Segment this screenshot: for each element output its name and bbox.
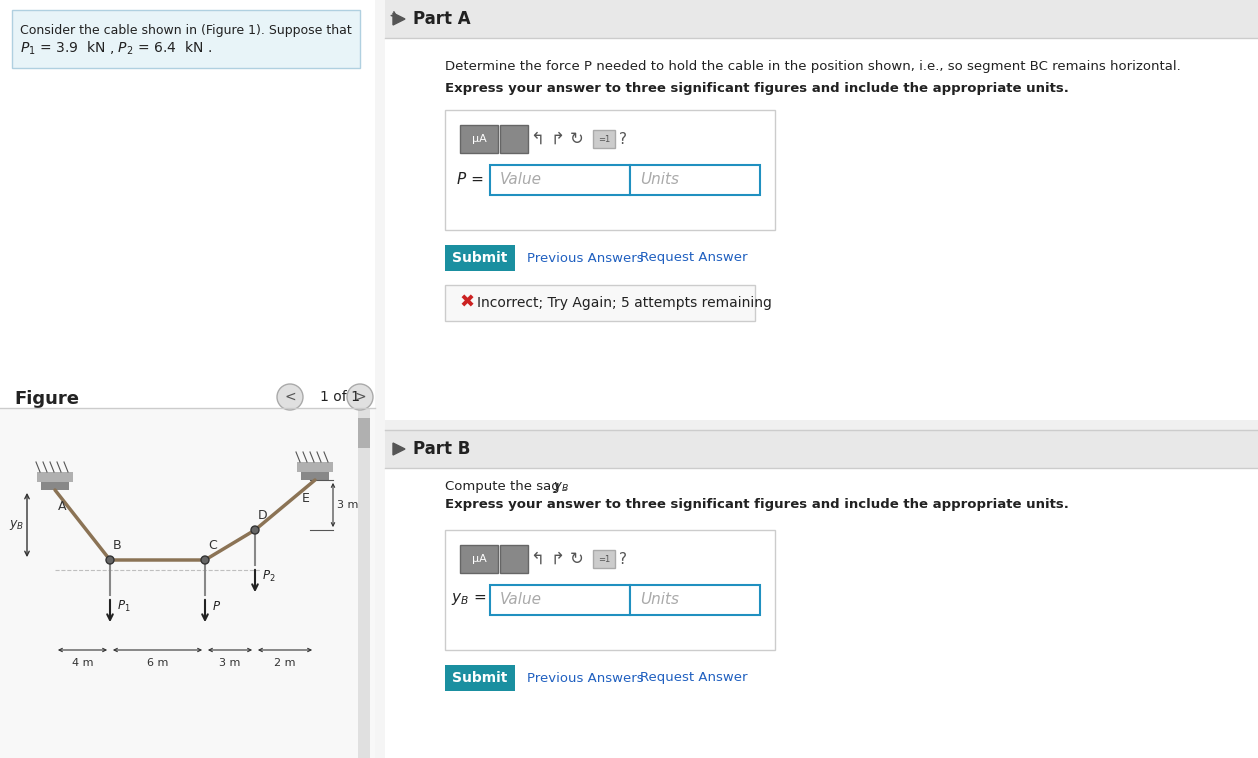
Bar (445, 665, 515, 691)
Bar (445, 530, 775, 650)
Text: Units: Units (640, 173, 679, 187)
Text: Value: Value (499, 593, 542, 607)
Text: ↻: ↻ (570, 550, 584, 568)
Text: =1: =1 (598, 134, 610, 143)
Text: A: A (58, 500, 67, 513)
Bar (42, 482, 69, 490)
Text: Previous Answers: Previous Answers (527, 672, 644, 684)
Bar (630, 585, 760, 615)
Text: =1: =1 (598, 555, 610, 563)
Text: E: E (302, 492, 309, 505)
Text: .: . (564, 480, 567, 493)
Text: >: > (355, 390, 366, 404)
Text: Submit: Submit (453, 671, 508, 685)
Text: ?: ? (619, 131, 626, 146)
Text: P =: P = (457, 171, 484, 186)
Text: Compute the sag: Compute the sag (445, 480, 564, 493)
Text: Request Answer: Request Answer (640, 252, 747, 265)
Polygon shape (392, 13, 405, 25)
Bar (297, 462, 333, 472)
Text: $P$: $P$ (213, 600, 221, 613)
Bar (630, 165, 760, 195)
Bar (445, 110, 775, 230)
Bar (385, 0, 1258, 758)
Text: C: C (208, 539, 216, 552)
Text: Express your answer to three significant figures and include the appropriate uni: Express your answer to three significant… (445, 82, 1069, 95)
Text: Determine the force P needed to hold the cable in the position shown, i.e., so s: Determine the force P needed to hold the… (445, 60, 1181, 73)
Text: 3 m: 3 m (337, 500, 359, 510)
Bar (499, 545, 528, 573)
Text: Request Answer: Request Answer (640, 672, 747, 684)
Text: $P_1$ = 3.9  kN , $P_2$ = 6.4  kN .: $P_1$ = 3.9 kN , $P_2$ = 6.4 kN . (20, 40, 211, 58)
Text: 4 m: 4 m (72, 658, 93, 668)
Text: 6 m: 6 m (147, 658, 169, 668)
Bar (445, 245, 515, 271)
Text: μA: μA (472, 554, 487, 564)
Circle shape (347, 384, 374, 410)
Bar (359, 418, 370, 448)
Bar (460, 125, 498, 153)
Bar (359, 408, 370, 758)
Bar (385, 0, 1258, 420)
Bar (0, 0, 375, 758)
Text: Figure: Figure (14, 390, 79, 408)
Text: Part A: Part A (413, 10, 470, 28)
Circle shape (106, 556, 114, 564)
Text: D: D (258, 509, 268, 522)
Polygon shape (392, 443, 405, 455)
Text: $y_B$: $y_B$ (554, 480, 569, 494)
Bar (385, 430, 1258, 758)
Text: Value: Value (499, 173, 542, 187)
Text: ↰: ↰ (530, 130, 543, 148)
Text: ↱: ↱ (550, 550, 564, 568)
Text: $P_2$: $P_2$ (262, 569, 276, 584)
Text: Submit: Submit (453, 251, 508, 265)
Bar (385, 0, 1258, 38)
Bar (491, 585, 630, 615)
Bar (499, 125, 528, 153)
Bar (593, 550, 615, 568)
Text: ↰: ↰ (530, 550, 543, 568)
Text: 1 of 1: 1 of 1 (320, 390, 360, 404)
Text: Express your answer to three significant figures and include the appropriate uni: Express your answer to three significant… (445, 498, 1069, 511)
Text: ?: ? (619, 552, 626, 566)
Bar (13, 10, 360, 68)
Bar (593, 130, 615, 148)
Circle shape (201, 556, 209, 564)
Text: Incorrect; Try Again; 5 attempts remaining: Incorrect; Try Again; 5 attempts remaini… (477, 296, 772, 310)
Text: 3 m: 3 m (219, 658, 240, 668)
Text: Consider the cable shown in (Figure 1). Suppose that: Consider the cable shown in (Figure 1). … (20, 24, 352, 37)
Bar (385, 430, 1258, 468)
Bar (36, 472, 73, 482)
Bar (0, 408, 375, 758)
Text: $P_1$: $P_1$ (117, 599, 131, 614)
Text: 2 m: 2 m (274, 658, 296, 668)
Bar (460, 545, 498, 573)
Bar (491, 165, 630, 195)
Bar (445, 285, 755, 321)
Text: μA: μA (472, 134, 487, 144)
Bar (301, 472, 330, 480)
Text: <: < (284, 390, 296, 404)
Text: Previous Answers: Previous Answers (527, 252, 644, 265)
Text: Units: Units (640, 593, 679, 607)
Text: ✖: ✖ (459, 294, 474, 312)
Text: $y_B$: $y_B$ (9, 518, 24, 532)
Circle shape (252, 526, 259, 534)
Text: ↻: ↻ (570, 130, 584, 148)
Text: ↱: ↱ (550, 130, 564, 148)
Text: $y_B$ =: $y_B$ = (452, 591, 486, 607)
Text: Part B: Part B (413, 440, 470, 458)
Text: B: B (113, 539, 122, 552)
Circle shape (277, 384, 303, 410)
